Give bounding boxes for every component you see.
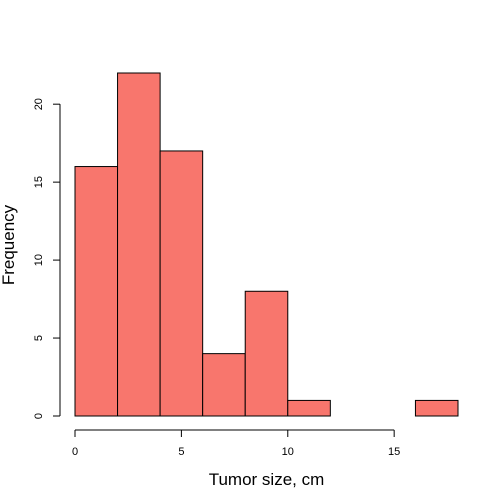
- x-tick-label: 10: [282, 446, 294, 458]
- bar-10-12: [287, 399, 331, 417]
- x-tick-label: 0: [72, 446, 78, 458]
- x-tick-label: 5: [178, 446, 184, 458]
- y-tick-label: 15: [33, 176, 45, 188]
- y-tick-label: 20: [33, 98, 45, 110]
- y-axis-title: Frequency: [0, 204, 18, 285]
- bar-2-4: [117, 72, 161, 417]
- x-tick-label: 15: [388, 446, 400, 458]
- bar-6-8: [202, 353, 246, 417]
- x-axis: 0 5 10 15: [72, 429, 400, 458]
- x-axis-title: Tumor size, cm: [209, 470, 325, 489]
- bar-0-2: [74, 166, 119, 417]
- bar-16-18: [414, 399, 459, 417]
- y-tick-label: 5: [33, 335, 45, 341]
- y-axis: 0 5 10 15 20: [33, 98, 61, 419]
- y-tick-label: 10: [33, 254, 45, 266]
- bar-8-10: [244, 290, 289, 417]
- bar-4-6: [159, 150, 204, 417]
- y-tick-label: 0: [33, 413, 45, 419]
- bars-group: [74, 72, 459, 417]
